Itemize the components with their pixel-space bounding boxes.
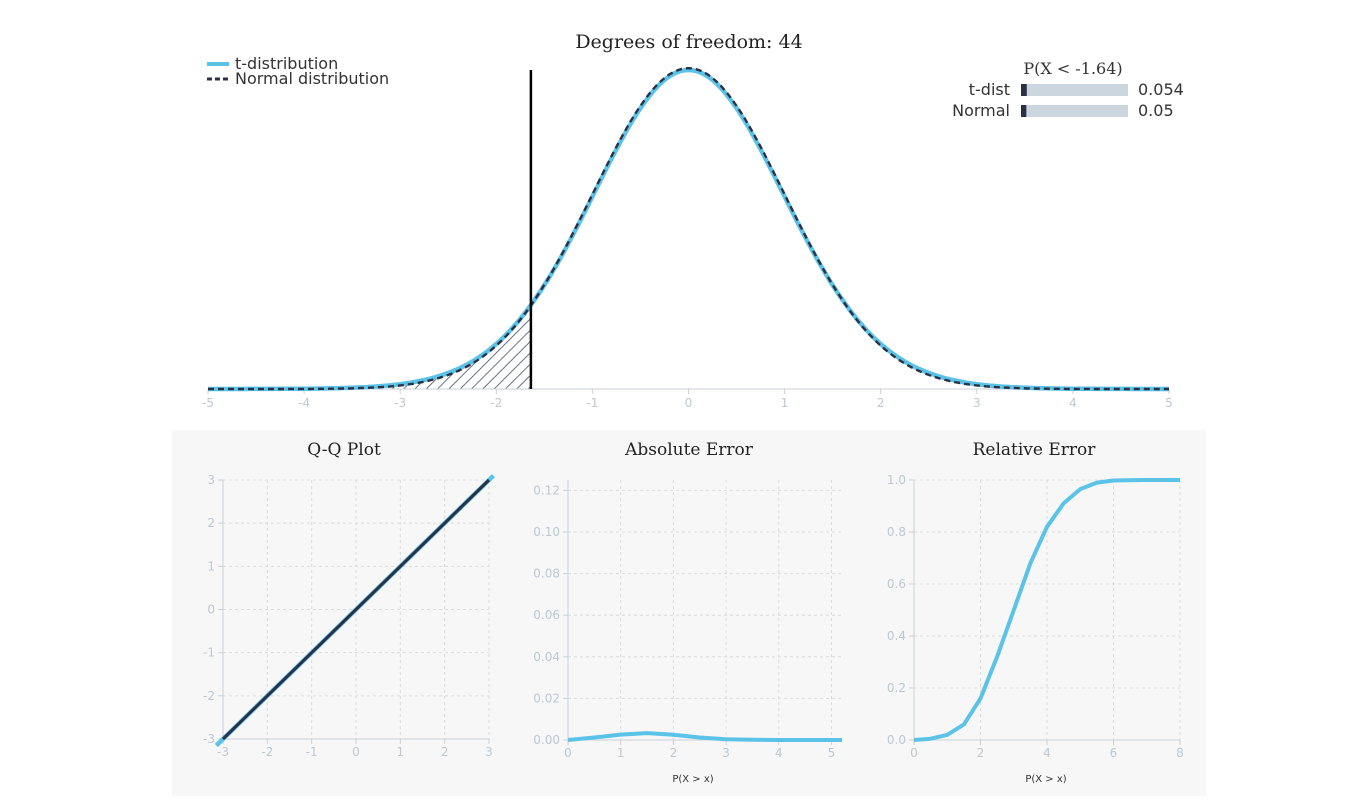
density-chart: Degrees of freedom: 44 -5 -4 -3 -2 -1 0 1 2 3 4 5 … — [202, 31, 1184, 410]
abs-y-tick-label: 0.10 — [533, 525, 560, 539]
qq-x-tick-label: -1 — [306, 745, 318, 759]
abs-x-tick-label: 5 — [828, 746, 836, 760]
abs-xlabel: P(X > x) — [672, 774, 713, 785]
legend-label-t: t-distribution — [235, 54, 338, 73]
qq-y-tick-label: 2 — [207, 516, 215, 530]
abs-y-tick-label: 0.06 — [533, 608, 560, 622]
rel-y-tick-label: 0.8 — [887, 525, 906, 539]
qq-x-tick-label: 2 — [441, 745, 449, 759]
absolute-error-plot: Absolute Error P(X > x) 0 1 2 3 4 5 0.00 0.02 0.… — [533, 440, 842, 785]
abs-y-tick-label: 0.00 — [533, 733, 560, 747]
abs-x-tick-label: 4 — [775, 746, 783, 760]
qq-plot: Q-Q Plot -3 -2 -1 0 1 2 3 -3 -2 -1 0 1 2 3 — [203, 440, 496, 759]
prob-bar-bg-normal — [1021, 105, 1128, 117]
prob-bar-fill-normal — [1021, 105, 1027, 117]
qq-y-tick-label: -2 — [203, 689, 215, 703]
t-distribution-curve — [208, 67, 1169, 392]
abs-x-tick-label: 0 — [564, 746, 572, 760]
abs-y-tick-label: 0.04 — [533, 650, 560, 664]
main-x-tick-label: 0 — [685, 396, 693, 410]
prob-value-normal: 0.05 — [1138, 101, 1174, 120]
abs-x-tick-label: 2 — [670, 746, 678, 760]
rel-y-tick-label: 1.0 — [887, 473, 906, 487]
abs-y-tick-label: 0.02 — [533, 691, 560, 705]
abs-title: Absolute Error — [624, 440, 754, 460]
main-x-tick-label: 4 — [1069, 396, 1077, 410]
normal-distribution-curve — [208, 66, 1169, 391]
main-x-tick-label: 3 — [973, 396, 981, 410]
rel-error-line — [913, 478, 1180, 742]
main-chart-title: Degrees of freedom: 44 — [575, 31, 802, 53]
qq-y-tick-label: -1 — [203, 646, 215, 660]
qq-y-tick-label: 3 — [207, 473, 215, 487]
qq-reference-line — [221, 478, 491, 741]
rel-y-tick-label: 0.2 — [887, 681, 906, 695]
main-x-tick-label: 2 — [877, 396, 885, 410]
probability-title: P(X < -1.64) — [1023, 59, 1122, 78]
main-x-tick-label: 5 — [1165, 396, 1173, 410]
abs-error-line — [567, 731, 842, 742]
rel-x-tick-label: 0 — [910, 746, 918, 760]
qq-x-tick-label: -2 — [261, 745, 273, 759]
abs-y-tick-label: 0.12 — [533, 483, 560, 497]
legend: t-distribution Normal distribution — [207, 54, 389, 88]
rel-title: Relative Error — [973, 440, 1097, 460]
qq-title: Q-Q Plot — [307, 440, 381, 460]
qq-x-tick-label: 3 — [485, 745, 493, 759]
qq-y-tick-label: 1 — [207, 559, 215, 573]
main-x-tick-label: -4 — [298, 396, 310, 410]
rel-x-tick-label: 2 — [977, 746, 985, 760]
probability-panel: P(X < -1.64) t-dist 0.054 Normal 0.05 — [952, 59, 1184, 120]
rel-x-tick-label: 6 — [1110, 746, 1118, 760]
main-x-tick-label: -2 — [490, 396, 502, 410]
prob-bar-bg-t — [1021, 84, 1128, 96]
qq-x-tick-label: 1 — [397, 745, 405, 759]
abs-x-tick-label: 1 — [617, 746, 625, 760]
prob-label-t: t-dist — [969, 80, 1010, 99]
qq-y-tick-label: 0 — [207, 603, 215, 617]
qq-x-tick-label: -3 — [217, 745, 229, 759]
rel-x-tick-label: 8 — [1176, 746, 1184, 760]
prob-label-normal: Normal — [952, 101, 1010, 120]
main-x-tick-label: -1 — [586, 396, 598, 410]
prob-bar-fill-t — [1021, 84, 1027, 96]
abs-x-tick-label: 3 — [722, 746, 730, 760]
main-x-tick-label: -5 — [202, 396, 214, 410]
main-x-tick-label: -3 — [394, 396, 406, 410]
main-x-tick-label: 1 — [781, 396, 789, 410]
relative-error-plot: Relative Error P(X > x) 0 2 4 6 8 0.0 0.2 0.4 0.… — [887, 440, 1184, 785]
rel-x-tick-label: 4 — [1043, 746, 1051, 760]
rel-y-tick-label: 0.4 — [887, 629, 906, 643]
abs-y-tick-label: 0.08 — [533, 567, 560, 581]
tail-hatched-area — [208, 305, 531, 389]
qq-y-tick-label: -3 — [203, 732, 215, 746]
rel-xlabel: P(X > x) — [1025, 774, 1066, 785]
rel-y-tick-label: 0.6 — [887, 577, 906, 591]
error-panels: Q-Q Plot -3 -2 -1 0 1 2 3 -3 -2 -1 0 1 2 3 Absolute E… — [172, 430, 1206, 796]
prob-value-t: 0.054 — [1138, 80, 1184, 99]
qq-x-tick-label: 0 — [352, 745, 360, 759]
rel-y-tick-label: 0.0 — [887, 733, 906, 747]
legend-label-normal: Normal distribution — [235, 69, 389, 88]
